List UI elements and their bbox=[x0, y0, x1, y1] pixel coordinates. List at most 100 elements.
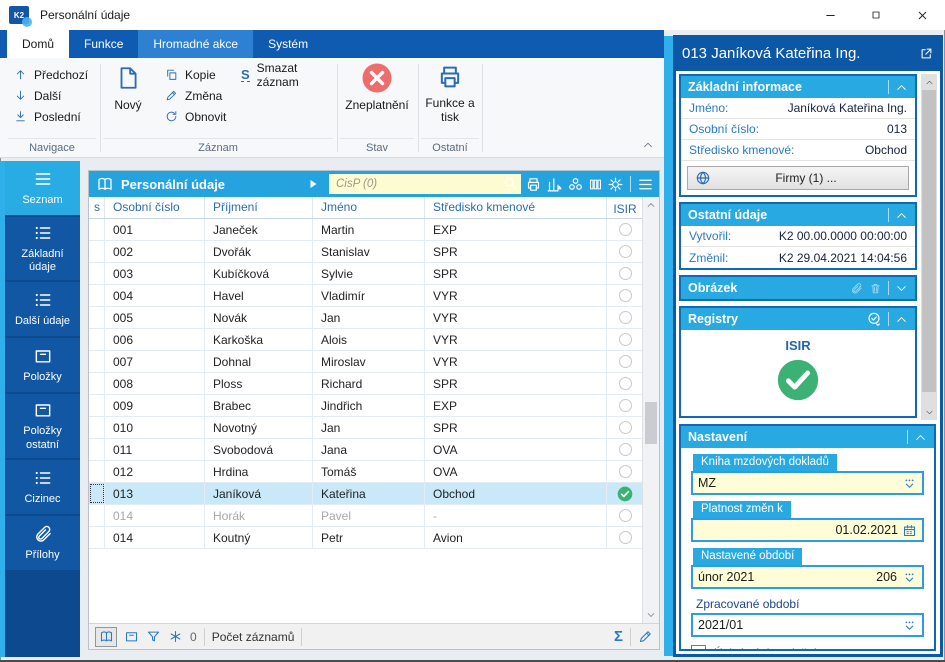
cell-prijmeni: Koutný bbox=[205, 527, 313, 548]
chevron-up-icon[interactable] bbox=[914, 431, 927, 444]
book-view-button[interactable] bbox=[95, 626, 117, 647]
table-row[interactable]: 007 Dohnal Miroslav VYR bbox=[89, 351, 643, 373]
functions-print-button[interactable]: Funkce a tisk bbox=[421, 62, 479, 125]
sum-button[interactable]: Σ bbox=[613, 628, 623, 645]
attach-icon[interactable] bbox=[850, 282, 863, 295]
box-view-icon[interactable] bbox=[124, 629, 139, 644]
column-header-jmeno[interactable]: Jméno bbox=[313, 197, 425, 218]
next-button[interactable]: Další bbox=[10, 85, 98, 106]
invalidate-button[interactable]: Zneplatnění bbox=[341, 62, 413, 112]
chevron-up-icon[interactable] bbox=[895, 81, 908, 94]
scrollbar-thumb[interactable] bbox=[645, 402, 657, 444]
open-external-icon[interactable] bbox=[919, 46, 934, 61]
scroll-down-button[interactable] bbox=[643, 607, 659, 623]
modules-cluster-icon[interactable] bbox=[567, 176, 584, 193]
panel-splitter[interactable] bbox=[664, 36, 673, 656]
table-row[interactable]: 005 Novák Jan VYR bbox=[89, 307, 643, 329]
section-header-zakladni[interactable]: Základní informace bbox=[681, 76, 915, 98]
refresh-button[interactable]: Obnovit bbox=[161, 106, 231, 127]
table-row[interactable]: 006 Karkoška Alois VYR bbox=[89, 329, 643, 351]
sidebar-item[interactable]: Položky ostatní bbox=[5, 394, 80, 458]
dropdown-icon[interactable] bbox=[902, 618, 917, 633]
menu-icon[interactable] bbox=[637, 176, 654, 193]
payroll-book-input[interactable]: MZ bbox=[691, 471, 924, 495]
tab-hromadne-akce[interactable]: Hromadné akce bbox=[138, 30, 254, 58]
field-value: MZ bbox=[698, 476, 717, 490]
chevron-up-icon[interactable] bbox=[895, 209, 908, 222]
sidebar-item[interactable]: Položky bbox=[5, 338, 80, 393]
section-header-registry[interactable]: Registry bbox=[681, 308, 915, 330]
gear-icon[interactable] bbox=[607, 176, 624, 193]
isir-empty-icon bbox=[618, 399, 632, 412]
table-row[interactable]: 008 Ploss Richard SPR bbox=[89, 373, 643, 395]
table-row[interactable]: 003 Kubíčková Sylvie SPR bbox=[89, 263, 643, 285]
chevron-up-icon[interactable] bbox=[895, 313, 908, 326]
filter-icon[interactable] bbox=[146, 629, 161, 644]
table-row[interactable]: 014 Horák Pavel - bbox=[89, 505, 643, 527]
delete-record-button[interactable]: S Smazat záznam bbox=[237, 61, 335, 89]
table-row[interactable]: 010 Novotný Jan SPR bbox=[89, 417, 643, 439]
period-input[interactable]: únor 2021 206 bbox=[691, 565, 924, 589]
print-icon[interactable] bbox=[525, 176, 542, 193]
search-input[interactable] bbox=[329, 174, 521, 194]
section-header-ostatni[interactable]: Ostatní údaje bbox=[681, 204, 915, 226]
collapse-ribbon-button[interactable] bbox=[642, 139, 654, 151]
check-registry-icon[interactable] bbox=[866, 311, 882, 327]
section-header-nastaveni[interactable]: Nastavení bbox=[681, 426, 934, 448]
sidebar-item[interactable]: Další údaje bbox=[5, 282, 80, 337]
sidebar-item[interactable]: Přílohy bbox=[5, 515, 80, 570]
table-row[interactable]: 004 Havel Vladimír VYR bbox=[89, 285, 643, 307]
minimize-button[interactable] bbox=[807, 0, 853, 30]
calendar-icon[interactable] bbox=[902, 523, 917, 538]
table-row[interactable]: 013 Janíková Kateřina Obchod bbox=[89, 483, 643, 505]
chart-icon[interactable] bbox=[546, 176, 563, 193]
column-header-prijmeni[interactable]: Příjmení bbox=[205, 197, 313, 218]
sidebar-item[interactable]: Cizinec bbox=[5, 459, 80, 514]
scroll-up-button[interactable] bbox=[921, 74, 937, 90]
edit-pencil-icon[interactable] bbox=[638, 629, 653, 644]
last-button[interactable]: Poslední bbox=[10, 106, 98, 127]
sidebar-item[interactable]: Základní údaje bbox=[5, 217, 80, 281]
section-header-obrazek[interactable]: Obrázek bbox=[681, 277, 915, 299]
copy-button[interactable]: Kopie bbox=[161, 64, 231, 85]
change-button[interactable]: Změna bbox=[161, 85, 231, 106]
new-label: Nový bbox=[114, 98, 142, 112]
processed-period-input[interactable]: 2021/01 bbox=[691, 613, 924, 637]
previous-button[interactable]: Předchozí bbox=[10, 64, 98, 85]
scroll-down-button[interactable] bbox=[921, 404, 937, 420]
companies-button[interactable]: Firmy (1) ... bbox=[687, 166, 909, 190]
dropdown-icon[interactable] bbox=[902, 570, 917, 585]
table-row[interactable]: 012 Hrdina Tomáš OVA bbox=[89, 461, 643, 483]
column-header-osobni-cislo[interactable]: Osobní číslo bbox=[105, 197, 205, 218]
tab-system[interactable]: Systém bbox=[268, 37, 309, 51]
close-button[interactable] bbox=[899, 0, 945, 30]
tab-domu[interactable]: Domů bbox=[7, 30, 70, 58]
sidebar-item[interactable]: Seznam bbox=[5, 161, 80, 215]
table-row[interactable]: 002 Dvořák Stanislav SPR bbox=[89, 241, 643, 263]
new-button[interactable]: Nový bbox=[103, 62, 153, 112]
pencil-icon bbox=[165, 89, 178, 102]
column-header-stredisko[interactable]: Středisko kmenové bbox=[425, 197, 607, 218]
column-header-s[interactable]: s bbox=[89, 197, 105, 218]
tab-funkce[interactable]: Funkce bbox=[84, 37, 124, 51]
chevron-down-icon[interactable] bbox=[895, 282, 908, 295]
cell-jmeno: Jana bbox=[313, 439, 425, 460]
table-row[interactable]: 009 Brabec Jindřich EXP bbox=[89, 395, 643, 417]
columns-icon[interactable] bbox=[588, 176, 603, 193]
table-row[interactable]: 014 Koutný Petr Avion bbox=[89, 527, 643, 549]
column-header-isir[interactable]: ISIR bbox=[613, 202, 637, 216]
scrollbar-thumb[interactable] bbox=[922, 90, 936, 392]
cell-stredisko: OVA bbox=[425, 439, 607, 460]
cell-jmeno: Jindřich bbox=[313, 395, 425, 416]
scroll-up-button[interactable] bbox=[643, 197, 659, 213]
trash-icon[interactable] bbox=[869, 282, 882, 295]
freeze-icon[interactable] bbox=[168, 629, 183, 644]
table-row[interactable]: 001 Janeček Martin EXP bbox=[89, 219, 643, 241]
record-count-label[interactable]: Počet záznamů bbox=[211, 629, 295, 644]
validity-date-input[interactable]: 01.02.2021 bbox=[691, 518, 924, 542]
dropdown-icon[interactable] bbox=[902, 476, 917, 491]
full-list-checkbox[interactable] bbox=[691, 645, 706, 649]
expand-arrow-icon[interactable] bbox=[307, 178, 319, 190]
maximize-button[interactable] bbox=[853, 0, 899, 30]
table-row[interactable]: 011 Svobodová Jana OVA bbox=[89, 439, 643, 461]
